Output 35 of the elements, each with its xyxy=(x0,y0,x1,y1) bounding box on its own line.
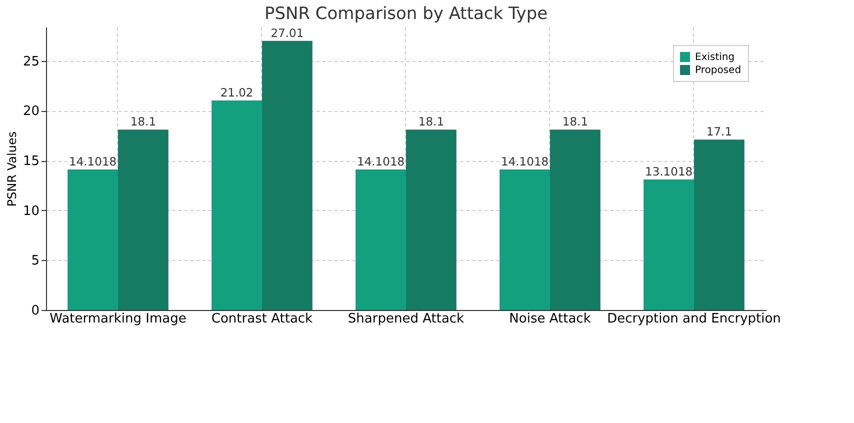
data-label: 27.01 xyxy=(270,26,304,40)
x-tick-label: Watermarking Image xyxy=(50,312,186,326)
bar xyxy=(68,169,118,310)
bar xyxy=(406,130,456,310)
data-label: 13.1018 xyxy=(645,164,693,178)
x-tick-label: Decryption and Encryption xyxy=(607,312,781,326)
chart-title: PSNR Comparison by Attack Type xyxy=(264,4,548,24)
x-tick-label: Sharpened Attack xyxy=(348,312,465,326)
y-tick-label: 15 xyxy=(22,154,40,170)
legend-label: Existing xyxy=(695,52,735,63)
bar xyxy=(356,169,406,310)
bar xyxy=(550,130,600,310)
bar xyxy=(118,130,168,310)
data-label: 21.02 xyxy=(220,86,254,100)
y-axis-title: PSNR Values xyxy=(4,131,19,207)
y-tick-label: 10 xyxy=(22,204,40,219)
y-tick-label: 0 xyxy=(31,304,40,318)
bar xyxy=(262,40,312,310)
bar xyxy=(500,169,550,310)
y-tick-label: 5 xyxy=(31,254,40,269)
data-label: 18.1 xyxy=(562,114,588,129)
y-tick-label: 20 xyxy=(22,104,40,120)
y-tick-label: 25 xyxy=(22,54,40,70)
data-label: 14.1018 xyxy=(69,154,117,168)
x-tick-label: Contrast Attack xyxy=(211,312,314,326)
x-tick-label: Noise Attack xyxy=(509,312,592,326)
data-label: 18.1 xyxy=(418,114,444,129)
data-label: 14.1018 xyxy=(357,154,405,168)
data-label: 14.1018 xyxy=(501,154,549,168)
bar xyxy=(694,140,744,310)
data-label: 18.1 xyxy=(130,114,156,129)
legend-label: Proposed xyxy=(695,65,742,76)
bar xyxy=(212,100,262,310)
bar xyxy=(644,179,694,310)
data-label: 17.1 xyxy=(706,124,732,139)
